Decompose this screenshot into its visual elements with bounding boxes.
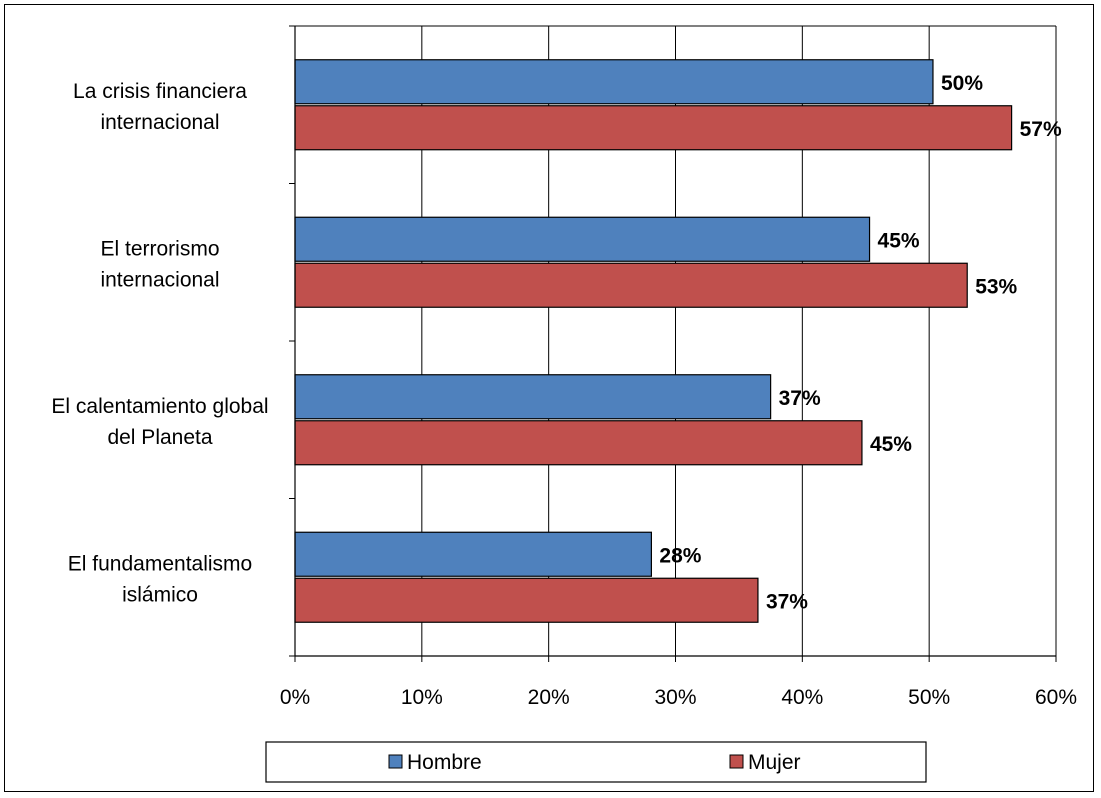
bar-hombre-0 (294, 59, 934, 105)
x-tick-label: 10% (401, 686, 443, 709)
x-tick-label: 50% (908, 686, 950, 709)
data-label: 45% (870, 433, 912, 456)
legend: Hombre Mujer (265, 741, 927, 783)
category-label: internacional (100, 268, 219, 291)
bar-mujer-0 (294, 105, 1013, 151)
legend-box (265, 741, 927, 783)
category-label: islámico (122, 583, 198, 606)
bar-hombre-1 (294, 216, 871, 262)
bar-hombre-2 (294, 374, 772, 420)
category-label: internacional (100, 111, 219, 134)
category-label: del Planeta (107, 426, 212, 449)
x-tick-label: 0% (280, 686, 310, 709)
x-tick-label: 20% (528, 686, 570, 709)
category-label: El calentamiento global (51, 395, 268, 418)
bars (294, 59, 1013, 623)
data-label: 57% (1020, 118, 1062, 141)
legend-label-hombre: Hombre (407, 751, 482, 774)
data-label: 37% (766, 590, 808, 613)
x-tick-labels: 0% 10% 20% 30% 40% 50% 60% (280, 686, 1077, 709)
data-label: 45% (878, 229, 920, 252)
bar-mujer-2 (294, 420, 863, 466)
data-labels: 50% 57% 45% 53% 37% 45% 28% 37% (659, 72, 1062, 614)
x-tick-label: 60% (1035, 686, 1077, 709)
data-label: 28% (659, 544, 701, 567)
category-label: La crisis financiera (73, 80, 247, 103)
legend-swatch-mujer (729, 754, 744, 769)
bar-hombre-3 (294, 531, 653, 577)
x-tick-label: 30% (654, 686, 696, 709)
axes (289, 25, 1057, 662)
x-tick-label: 40% (781, 686, 823, 709)
legend-label-mujer: Mujer (748, 751, 801, 774)
data-label: 37% (779, 387, 821, 410)
category-label: El fundamentalismo (68, 552, 252, 575)
bar-mujer-1 (294, 262, 968, 308)
data-label: 50% (941, 72, 983, 95)
category-label: El terrorismo (100, 237, 219, 260)
legend-swatch-hombre (388, 754, 403, 769)
bar-mujer-3 (294, 577, 759, 623)
data-label: 53% (975, 275, 1017, 298)
category-labels: La crisis financiera internacional El terr… (51, 80, 268, 607)
